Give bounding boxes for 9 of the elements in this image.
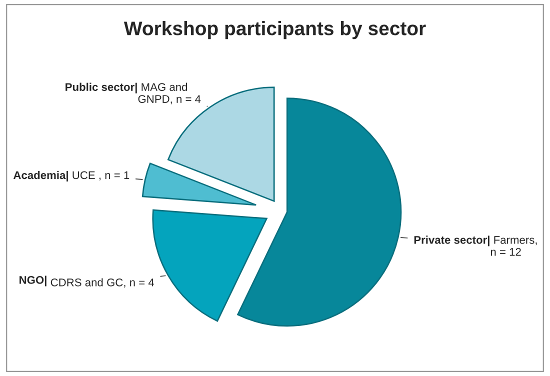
data-label: MAG and GNPD, n = 4 [138,82,201,104]
slice-label: Academia| [13,170,68,182]
slice-label: Private sector| [414,236,490,246]
slice-label: NGO| [20,276,46,286]
data-label: CDRS and GC, n = 4 [50,278,154,288]
chart-title: Workshop participants by sector [124,21,426,40]
slice-label: Public sector| [66,82,137,94]
data-label: UCE , n = 1 [72,171,130,180]
data-label: Farmers, n = 12 [490,236,537,256]
